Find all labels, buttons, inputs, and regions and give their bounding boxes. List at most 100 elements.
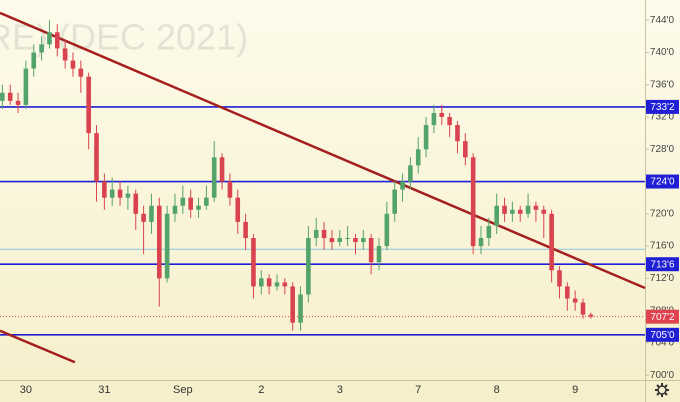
candle-body	[172, 205, 178, 214]
candle-body	[580, 302, 586, 315]
y-tick-label: 732'0	[650, 112, 675, 123]
candle-body	[47, 32, 52, 45]
candle-body	[384, 213, 390, 247]
candle-body	[549, 213, 554, 271]
candle-body	[62, 48, 68, 61]
candle-body	[211, 157, 217, 198]
candle-body	[251, 238, 256, 287]
candle-body	[368, 238, 374, 263]
candle-body	[78, 68, 84, 77]
price-tag-label: 733'2	[650, 102, 675, 113]
candle-body	[109, 189, 115, 198]
trend-line	[0, 329, 76, 364]
candle-body	[345, 238, 350, 240]
candle-body	[86, 76, 91, 134]
candle-body	[455, 125, 460, 142]
y-tick-label: 736'0	[650, 79, 675, 90]
candle-body	[15, 100, 21, 105]
candle-body	[463, 141, 468, 158]
y-tick-label: 740'0	[650, 47, 675, 58]
candle-body	[415, 149, 421, 166]
price-tag	[646, 99, 679, 114]
candle-body	[431, 112, 437, 126]
candle-body	[447, 116, 452, 126]
candle-body	[94, 133, 99, 182]
candle-body	[141, 213, 146, 222]
y-tick-label: 716'0	[650, 241, 675, 252]
plot-area	[0, 11, 646, 364]
x-tick-label: 8	[494, 384, 500, 396]
price-tag-label: 724'0	[650, 177, 675, 188]
candle-body	[266, 278, 272, 287]
candle-body	[243, 221, 248, 239]
candle-body	[525, 205, 531, 214]
candle-body	[164, 213, 170, 279]
candle-body	[361, 238, 366, 243]
price-tag	[646, 327, 679, 342]
price-tag-label: 713'6	[650, 259, 675, 270]
x-tick-label: 2	[258, 384, 264, 396]
y-tick-label: 744'0	[650, 15, 675, 26]
candle-body	[588, 314, 594, 317]
candle-body	[125, 193, 131, 198]
y-tick-label: 728'0	[650, 144, 675, 155]
y-tick-label: 704'0	[650, 338, 675, 349]
candle-body	[290, 286, 295, 323]
candle-body	[502, 205, 507, 214]
candle-body	[353, 238, 358, 243]
candle-body	[392, 189, 397, 214]
candle-body	[54, 32, 60, 49]
candle-body	[258, 278, 264, 287]
candle-body	[337, 238, 343, 243]
candle-body	[70, 60, 76, 69]
candle-body	[470, 157, 476, 247]
candle-body	[188, 197, 193, 210]
candle-body	[235, 197, 241, 222]
x-tick-label: 30	[20, 384, 32, 396]
y-tick-label: 700'0	[650, 370, 675, 381]
candle-body	[23, 68, 29, 105]
candle-body	[227, 181, 233, 198]
candle-body	[565, 286, 570, 299]
candle-body	[408, 165, 413, 182]
candle-body	[572, 298, 578, 303]
candle-body	[541, 209, 547, 214]
candle-body	[219, 157, 225, 182]
candle-body	[156, 205, 162, 279]
trend-line	[0, 11, 646, 290]
candle-body	[329, 238, 335, 243]
candle-body	[494, 205, 499, 226]
price-tag	[646, 174, 679, 189]
settings-button[interactable]	[655, 383, 669, 397]
candle-body	[321, 229, 327, 239]
candle-body	[306, 238, 311, 295]
candle-body	[39, 44, 44, 53]
price-tag-label: 705'0	[650, 330, 675, 341]
candle-body	[196, 205, 201, 210]
x-tick-label: 3	[337, 384, 343, 396]
candle-body	[478, 238, 484, 247]
x-tick-label: 31	[98, 384, 110, 396]
candle-body	[204, 197, 209, 206]
candle-body	[133, 193, 139, 214]
price-tag-label: 707'2	[650, 312, 675, 323]
candle-body	[180, 197, 186, 206]
candle-body	[376, 246, 382, 263]
x-tick-label: 9	[572, 384, 578, 396]
candle-body	[400, 181, 405, 190]
candle-body	[423, 125, 429, 150]
y-tick-label: 712'0	[650, 273, 675, 284]
candle-body	[486, 225, 492, 239]
candle-body	[517, 209, 523, 214]
candle-body	[282, 282, 288, 287]
candle-body	[557, 270, 562, 287]
candle-body	[439, 112, 445, 117]
candle-body	[0, 92, 5, 101]
candle-body	[31, 52, 37, 69]
candle-body	[117, 189, 123, 198]
candle-body	[510, 209, 515, 214]
price-tag	[646, 257, 679, 272]
candle-body	[298, 294, 303, 323]
